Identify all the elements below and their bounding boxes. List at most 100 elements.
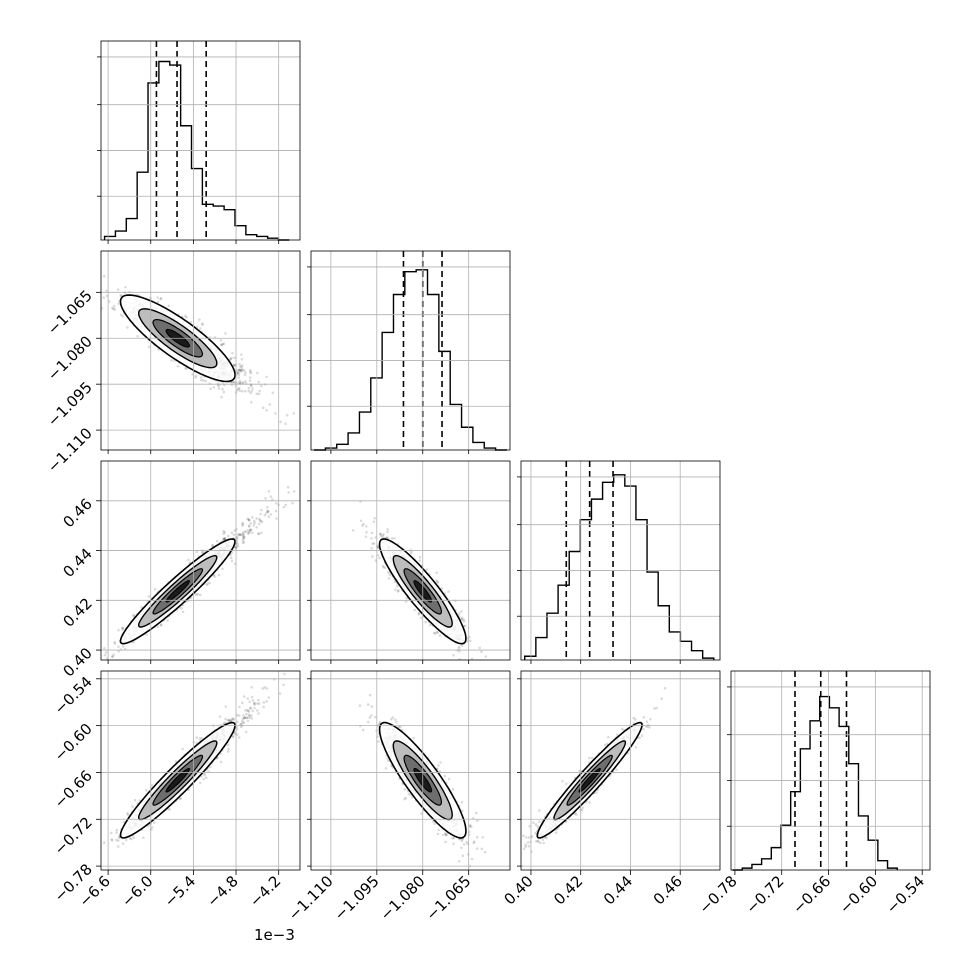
sample-point (372, 520, 376, 523)
sample-point (351, 529, 355, 532)
sample-point (381, 564, 385, 568)
sample-point (222, 532, 225, 536)
sample-point (236, 733, 239, 736)
sample-point (153, 821, 156, 824)
sample-point (257, 532, 260, 535)
sample-point (242, 721, 246, 725)
sample-point (257, 532, 261, 535)
sample-point (241, 524, 244, 527)
sample-point (202, 379, 205, 382)
sample-point (418, 559, 422, 562)
sample-point (370, 531, 374, 535)
sample-point (237, 373, 241, 377)
sample-point (219, 760, 223, 764)
sample-point (417, 612, 421, 615)
sample-point (440, 587, 444, 590)
sample-point (259, 512, 262, 516)
sample-point (436, 580, 440, 583)
sample-point (241, 522, 245, 526)
sample-point (221, 342, 225, 346)
sample-point (242, 540, 246, 544)
sample-point (201, 322, 204, 325)
sample-point (209, 387, 212, 391)
sample-point (117, 835, 121, 839)
sample-point (181, 610, 185, 614)
sample-point (265, 375, 269, 379)
sample-point (237, 376, 240, 379)
sample-point (248, 525, 251, 528)
sample-point (469, 639, 472, 643)
sample-point (484, 655, 488, 658)
sample-point (393, 537, 396, 540)
sample-point (159, 624, 163, 627)
sample-point (275, 517, 278, 520)
sample-point (111, 306, 114, 310)
sample-point (103, 647, 106, 650)
sample-point (263, 686, 267, 689)
sample-point (253, 706, 256, 710)
sample-point (212, 386, 216, 389)
sample-point (147, 345, 151, 349)
sample-point (102, 274, 106, 278)
sample-point (144, 789, 148, 792)
sample-point (240, 368, 244, 371)
axes-frame (100, 250, 301, 451)
sample-point (470, 657, 474, 660)
sample-point (359, 519, 363, 523)
sample-point (236, 542, 239, 546)
sample-point (222, 538, 225, 541)
sample-point (232, 533, 236, 536)
sample-point (236, 544, 240, 548)
sample-point (275, 502, 278, 505)
axes-frame (100, 460, 301, 661)
sample-point (269, 513, 273, 516)
sample-point (247, 387, 251, 390)
sample-point (242, 534, 245, 537)
sample-point (242, 535, 245, 538)
sample-point (111, 655, 114, 658)
sample-point (117, 302, 120, 306)
sample-point (458, 612, 461, 615)
sample-point (265, 511, 268, 515)
sample-point (250, 401, 253, 404)
sample-point (156, 300, 160, 304)
sample-point (248, 379, 252, 383)
histogram-steps (524, 474, 715, 660)
sample-point (249, 707, 252, 710)
sample-point (371, 555, 374, 558)
sample-point (126, 811, 129, 815)
histogram-steps (103, 60, 290, 241)
sample-point (435, 571, 439, 575)
sample-point (250, 389, 253, 393)
sample-point (241, 369, 244, 372)
sample-point (237, 387, 240, 391)
sample-point (233, 363, 236, 367)
sample-point (417, 612, 421, 616)
sample-point (370, 537, 373, 540)
sample-point (257, 380, 261, 384)
sample-point (258, 389, 262, 393)
sample-point (150, 784, 154, 787)
sample-point (105, 294, 109, 298)
axes-frame (100, 40, 301, 241)
sample-point (222, 537, 225, 541)
sample-point (231, 380, 234, 384)
sample-point (253, 521, 256, 525)
sample-point (216, 384, 220, 387)
sample-point (248, 528, 252, 531)
sample-point (239, 368, 242, 372)
sample-point (112, 653, 115, 656)
sample-point (244, 380, 247, 383)
sample-point (239, 365, 242, 368)
sample-point (435, 630, 439, 634)
sample-point (244, 530, 248, 534)
sample-point (452, 653, 455, 657)
sample-point (159, 297, 163, 300)
sample-point (223, 531, 226, 534)
sample-point (121, 626, 124, 630)
sample-point (159, 623, 163, 626)
histogram-steps (732, 695, 898, 871)
sample-point (236, 388, 239, 392)
sample-point (246, 697, 250, 700)
